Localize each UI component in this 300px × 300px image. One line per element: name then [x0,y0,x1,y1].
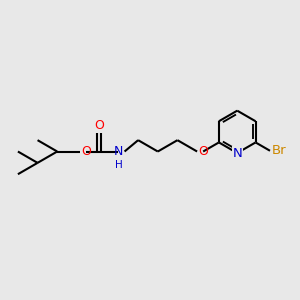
Text: N: N [232,146,242,160]
Text: Br: Br [272,144,286,157]
Text: N: N [114,145,123,158]
Text: H: H [115,160,122,170]
Text: O: O [81,145,91,158]
Text: O: O [94,119,104,132]
Text: O: O [198,145,208,158]
